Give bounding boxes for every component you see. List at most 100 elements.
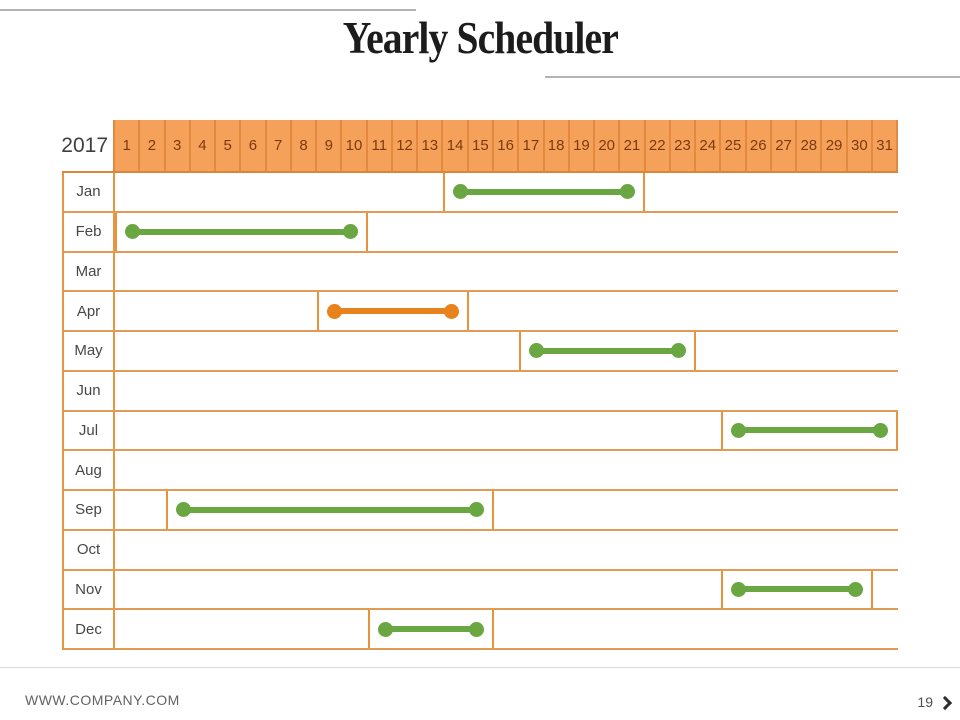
task-bar[interactable] bbox=[453, 184, 636, 200]
day-header-cell: 22 bbox=[646, 120, 671, 171]
task-end-dot bbox=[872, 422, 888, 438]
month-label: Apr bbox=[64, 292, 115, 330]
month-rows: Jan Feb Mar Apr May Jun Jul Aug Sep Oct Nov Dec bbox=[62, 173, 898, 650]
month-label: Mar bbox=[64, 252, 115, 291]
month-label: Jan bbox=[64, 173, 115, 211]
day-header-cell: 2 bbox=[140, 120, 166, 171]
task-start-dot bbox=[453, 184, 469, 200]
task-end-dot bbox=[847, 581, 863, 597]
title-decor-line-right bbox=[545, 76, 960, 78]
month-label: Feb bbox=[64, 212, 115, 251]
scheduler-header-row: 2017 1 2 3 4 5 6 7 8 9 10 11 12 13 14 15 16 17 18 19 20 21 22… bbox=[61, 120, 898, 173]
task-bar[interactable] bbox=[529, 343, 686, 359]
task-bar[interactable] bbox=[731, 581, 863, 597]
day-header-cell: 19 bbox=[570, 120, 596, 171]
day-header-cell: 1 bbox=[115, 120, 141, 171]
day-header-cell: 15 bbox=[469, 120, 494, 171]
day-header-cell: 26 bbox=[747, 120, 772, 171]
task-cell bbox=[317, 292, 469, 330]
page-number: 19 bbox=[917, 694, 933, 710]
day-header-cell: 17 bbox=[519, 120, 545, 171]
day-header-cell: 27 bbox=[772, 120, 798, 171]
month-label: Dec bbox=[64, 610, 115, 648]
month-row: May bbox=[64, 332, 898, 372]
task-cell bbox=[115, 212, 368, 251]
day-header-cell: 12 bbox=[393, 120, 419, 171]
month-row: Nov bbox=[64, 570, 898, 611]
task-bar-line bbox=[741, 586, 853, 593]
day-header-cell: 7 bbox=[267, 120, 292, 171]
task-end-dot bbox=[468, 502, 484, 518]
month-row: Dec bbox=[64, 610, 898, 650]
day-header-cell: 11 bbox=[368, 120, 393, 171]
month-row: Mar bbox=[64, 252, 898, 293]
month-label: Jul bbox=[64, 411, 115, 450]
task-cell bbox=[519, 332, 696, 370]
task-cell bbox=[367, 610, 494, 648]
day-header-cell: 21 bbox=[620, 120, 646, 171]
day-header-cell: 31 bbox=[876, 137, 893, 154]
month-track bbox=[115, 610, 898, 648]
month-label: Nov bbox=[64, 570, 115, 609]
task-end-dot bbox=[342, 224, 358, 240]
month-row: Feb bbox=[64, 212, 898, 253]
month-track bbox=[115, 531, 898, 569]
day-header-cell: 28 bbox=[797, 120, 823, 171]
task-bar-line bbox=[185, 506, 474, 513]
page-title-text: Yearly Scheduler bbox=[342, 13, 618, 63]
yearly-scheduler-grid: 2017 1 2 3 4 5 6 7 8 9 10 11 12 13 14 15 16 17 18 19 20 21 22… bbox=[61, 120, 898, 650]
day-header-cell: 9 bbox=[317, 120, 343, 171]
month-track bbox=[115, 491, 898, 529]
month-row: Jul bbox=[64, 411, 898, 452]
day-header-cell: 23 bbox=[671, 120, 697, 171]
task-bar[interactable] bbox=[377, 621, 484, 637]
day-header-cell: 30 bbox=[848, 120, 873, 171]
day-header-cell: 13 bbox=[418, 120, 444, 171]
month-row: Oct bbox=[64, 530, 898, 571]
month-track bbox=[115, 570, 898, 609]
task-cell bbox=[165, 491, 494, 529]
month-label: Aug bbox=[64, 451, 115, 489]
task-start-dot bbox=[731, 581, 747, 597]
task-end-dot bbox=[670, 343, 686, 359]
task-bar-line bbox=[741, 427, 878, 434]
day-header-row: 1 2 3 4 5 6 7 8 9 10 11 12 13 14 15 16 17 18 19 20 21 22 23 24 2… bbox=[113, 120, 898, 171]
day-header-cell: 18 bbox=[545, 120, 570, 171]
task-start-dot bbox=[731, 422, 747, 438]
month-track bbox=[115, 332, 898, 370]
month-track bbox=[115, 372, 898, 410]
task-start-dot bbox=[175, 502, 191, 518]
month-label: May bbox=[64, 332, 115, 370]
day-header-cell: 3 bbox=[166, 120, 191, 171]
day-header-cell: 6 bbox=[241, 120, 267, 171]
footer-divider bbox=[0, 667, 960, 668]
task-bar-line bbox=[539, 347, 676, 354]
month-track bbox=[115, 173, 898, 211]
task-bar[interactable] bbox=[731, 422, 888, 438]
month-row: Jun bbox=[64, 371, 898, 412]
title-decor-line-left bbox=[0, 9, 416, 11]
footer-website: WWW.COMPANY.COM bbox=[25, 692, 180, 708]
task-bar[interactable] bbox=[175, 502, 484, 518]
day-header-cell: 4 bbox=[191, 120, 217, 171]
year-label: 2017 bbox=[61, 120, 113, 171]
page-title: Yearly Scheduler bbox=[0, 12, 960, 64]
month-row: Sep bbox=[64, 491, 898, 531]
day-header-cell: 14 bbox=[443, 120, 469, 171]
month-row: Aug bbox=[64, 451, 898, 491]
task-start-dot bbox=[327, 303, 343, 319]
day-header-cell: 25 bbox=[721, 120, 747, 171]
month-label: Oct bbox=[64, 530, 115, 569]
task-bar-line bbox=[135, 228, 348, 235]
day-header-cell: 16 bbox=[494, 120, 520, 171]
task-bar[interactable] bbox=[327, 303, 459, 319]
month-row: Jan bbox=[64, 173, 898, 213]
month-track bbox=[115, 212, 898, 251]
chevron-right-icon[interactable] bbox=[937, 695, 953, 710]
task-bar[interactable] bbox=[125, 224, 358, 240]
day-header-cell: 20 bbox=[595, 120, 621, 171]
task-cell bbox=[721, 570, 873, 609]
month-track bbox=[115, 451, 898, 489]
task-bar-line bbox=[337, 308, 449, 315]
